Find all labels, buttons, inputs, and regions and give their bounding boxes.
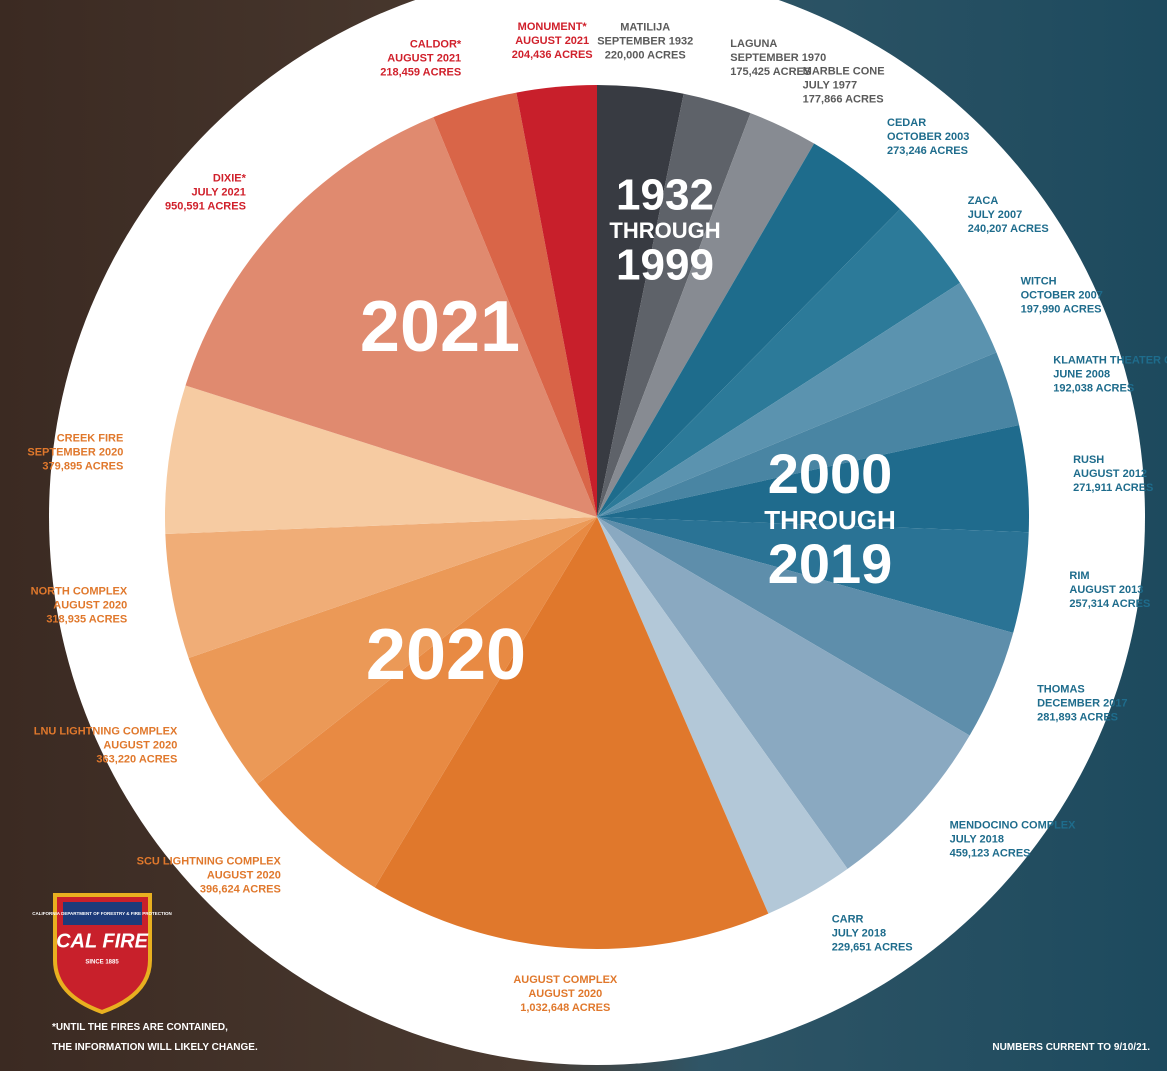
footnote: THE INFORMATION WILL LIKELY CHANGE.	[52, 1042, 258, 1053]
slice-label: 950,591 ACRES	[165, 201, 246, 213]
group-label: THROUGH	[609, 218, 720, 243]
slice-label: 229,651 ACRES	[832, 941, 913, 953]
slice-label: DIXIE*	[213, 173, 247, 185]
slice-label: 197,990 ACRES	[1021, 303, 1102, 315]
slice-label: DECEMBER 2017	[1037, 697, 1127, 709]
logo-agency: CALIFORNIA DEPARTMENT OF FORESTRY & FIRE…	[32, 911, 172, 916]
slice-label: 396,624 ACRES	[200, 883, 281, 895]
slice-label: LAGUNA	[730, 38, 777, 50]
slice-label: MATILIJA	[620, 21, 670, 33]
pie	[165, 85, 1029, 949]
slice-label: 1,032,648 ACRES	[520, 1002, 610, 1014]
slice-label: AUGUST 2020	[103, 740, 177, 752]
slice-label: WITCH	[1021, 275, 1057, 287]
slice-label: ZACA	[968, 195, 999, 207]
slice-label: CARR	[832, 913, 864, 925]
slice-label: AUGUST 2020	[207, 869, 281, 881]
slice-label: 177,866 ACRES	[803, 93, 884, 105]
footnote: *UNTIL THE FIRES ARE CONTAINED,	[52, 1022, 228, 1033]
slice-label: 192,038 ACRES	[1053, 382, 1134, 394]
slice-label: JULY 2007	[968, 209, 1022, 221]
slice-label: MARBLE CONE	[803, 65, 885, 77]
slice-label: LNU LIGHTNING COMPLEX	[34, 726, 178, 738]
slice-label: MENDOCINO COMPLEX	[950, 820, 1077, 832]
footnote: NUMBERS CURRENT TO 9/10/21.	[992, 1042, 1150, 1053]
slice-label: AUGUST 2020	[53, 599, 127, 611]
slice-label: THOMAS	[1037, 683, 1085, 695]
slice-label: CALDOR*	[410, 39, 462, 51]
slice-label: AUGUST 2020	[528, 988, 602, 1000]
slice-label: JULY 2021	[191, 187, 245, 199]
slice-label: CEDAR	[887, 117, 926, 129]
group-label: 2019	[768, 532, 893, 595]
slice-label: SEPTEMBER 2020	[27, 447, 123, 459]
slice-label: JULY 2018	[832, 927, 886, 939]
group-label: 1932	[616, 171, 714, 220]
slice-label: SEPTEMBER 1970	[730, 52, 826, 64]
slice-label: AUGUST 2021	[387, 53, 461, 65]
slice-label: 273,246 ACRES	[887, 145, 968, 157]
slice-label: 281,893 ACRES	[1037, 711, 1118, 723]
slice-label: 271,911 ACRES	[1073, 482, 1153, 494]
slice-label: 318,935 ACRES	[46, 613, 127, 625]
slice-label: 175,425 ACRES	[730, 66, 811, 78]
logo-name: CAL FIRE	[56, 930, 149, 952]
slice-label: JUNE 2008	[1053, 368, 1110, 380]
slice-label: SEPTEMBER 1932	[597, 35, 693, 47]
slice-label: 218,459 ACRES	[380, 67, 461, 79]
slice-label: 240,207 ACRES	[968, 223, 1049, 235]
slice-label: RUSH	[1073, 454, 1104, 466]
slice-label: 363,220 ACRES	[96, 754, 177, 766]
page: {"chart_data": { "type": "pie", "categor…	[0, 0, 1167, 1071]
chart: MATILIJA SEPTEMBER 1932 220,000 ACRES LAGUN…	[0, 0, 1167, 1071]
slice-label: OCTOBER 2007	[1021, 289, 1103, 301]
slice-label: 379,895 ACRES	[42, 461, 123, 473]
slice-label: 257,314 ACRES	[1069, 598, 1150, 610]
slice-label: 204,436 ACRES	[512, 49, 593, 61]
slice-label: AUGUST 2012	[1073, 468, 1147, 480]
slice-label: CREEK FIRE	[57, 433, 124, 445]
logo-since: SINCE 1885	[85, 960, 119, 966]
slice-label: AUGUST 2013	[1069, 584, 1143, 596]
slice-label: JULY 1977	[803, 79, 857, 91]
slice-label: JULY 2018	[950, 834, 1004, 846]
group-label: 1999	[616, 241, 714, 290]
slice-label: RIM	[1069, 570, 1089, 582]
slice-label: 220,000 ACRES	[605, 49, 686, 61]
slice-label: MONUMENT*	[518, 21, 588, 33]
slice-label: AUGUST COMPLEX	[513, 974, 618, 986]
slice-label: KLAMATH THEATER COMPLEX	[1053, 354, 1167, 366]
slice-label: AUGUST 2021	[515, 35, 589, 47]
group-label: 2020	[366, 615, 526, 695]
group-label: THROUGH	[764, 505, 895, 535]
slice-label: 459,123 ACRES	[950, 848, 1031, 860]
group-label: 2000	[768, 442, 893, 505]
slice-label: OCTOBER 2003	[887, 131, 969, 143]
group-label: 2021	[360, 287, 520, 367]
slice-label: SCU LIGHTNING COMPLEX	[137, 855, 282, 867]
slice-label: NORTH COMPLEX	[31, 585, 128, 597]
